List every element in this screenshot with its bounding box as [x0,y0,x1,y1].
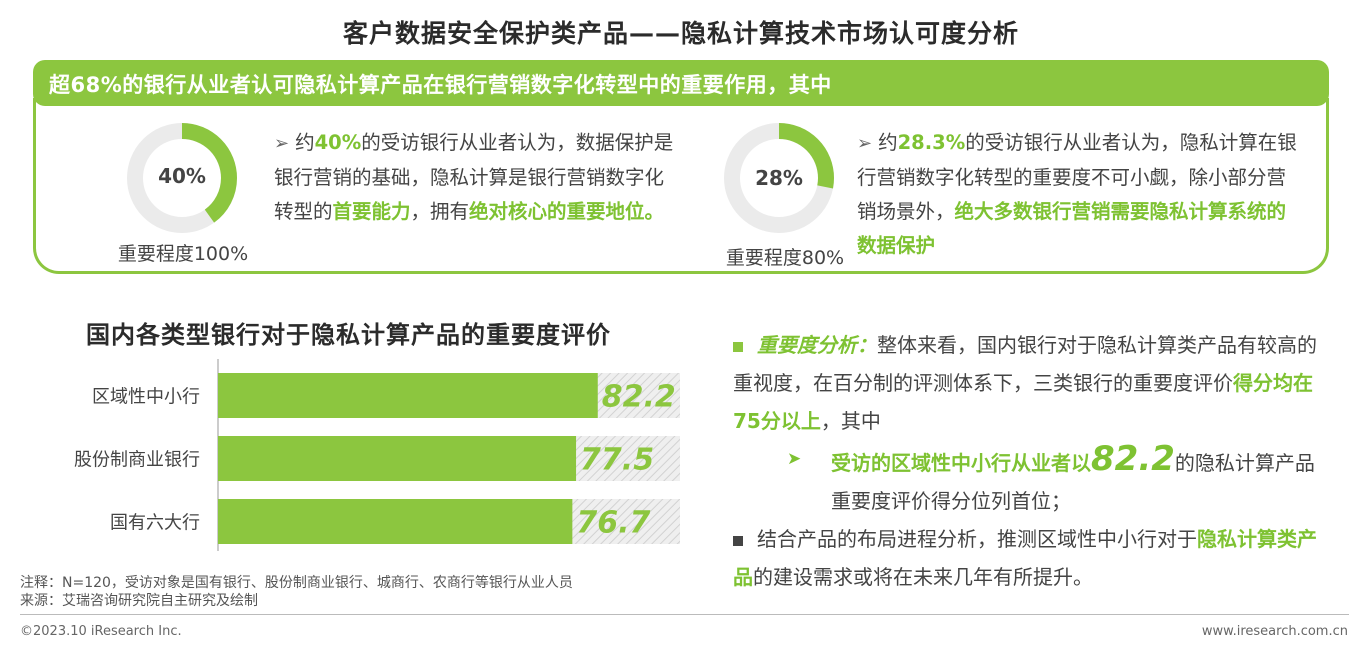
analysis-text-end: ，其中 [820,409,881,433]
analysis-2-highlight: 隐私计算类产品 [733,527,1317,589]
sub-point-highlight: 受访的区域性中小行从业者以 [831,451,1091,475]
donut-2-arc [724,123,834,233]
summary-banner: 超68%的银行从业者认可隐私计算产品在银行营销数字化转型中的重要作用，其中 [33,60,1329,106]
donut-1-arc [127,123,237,233]
analysis-highlight: 得分均在75分以上 [733,371,1313,433]
body-text: 约 [295,131,315,154]
arrow-bullet-icon: ➢ [857,133,873,154]
arrow-bullet-icon: ➢ [274,133,290,154]
body-text: 的受访银行从业者认为，数据保护是银行营销的基础，隐私计算是银行营销数字化转型的 [274,131,674,223]
website: www.iresearch.com.cn [1201,624,1348,639]
analysis-heading: 重要度分析： [757,333,877,357]
analysis-paragraph-1: 重要度分析：整体来看，国内银行对于隐私计算类产品有较高的重视度，在百分制的评测体… [733,326,1333,440]
note-text: 注释：N=120，受访对象是国有银行、股份制商业银行、城商行、农商行等银行从业人… [20,575,573,591]
donut-chart-2 [724,123,834,233]
copyright: ©2023.10 iResearch Inc. [20,624,182,639]
value-label: 82.2 [602,380,676,415]
donut-1-description: ➢ 约40%的受访银行从业者认为，数据保护是银行营销的基础，隐私计算是银行营销数字… [274,126,674,229]
analysis-block: 重要度分析：整体来看，国内银行对于隐私计算类产品有较高的重视度，在百分制的评测体… [733,326,1333,596]
body-text: 的受访银行从业者认为，隐私计算在银行营销数字化转型的重要度不可小觑，除小部分营销… [857,131,1297,223]
donut-2-caption: 重要程度80% [725,247,845,269]
body-text: 约 [878,131,898,154]
source-text: 来源：艾瑞咨询研究院自主研究及绘制 [20,593,258,609]
value-label: 76.7 [576,506,650,541]
highlight-text: 绝大多数银行营销需要隐私计算系统的数据保护 [857,200,1287,257]
analysis-paragraph-2: 结合产品的布局进程分析，推测区域性中小行对于隐私计算类产品的建设需求或将在未来几… [733,520,1333,596]
donut-1-percent: 40% [158,164,206,188]
highlight-text: 绝对核心的重要地位。 [469,200,665,223]
page-title: 客户数据安全保护类产品——隐私计算技术市场认可度分析 [342,19,1019,48]
highlight-text: 28.3% [897,131,966,154]
value-label: 77.5 [580,443,654,478]
analysis-sub-point: ➤ 受访的区域性中小行从业者以82.2的隐私计算产品重要度评价得分位列首位； [757,440,1333,520]
body-text: ，拥有 [410,200,470,223]
highlight-text: 首要能力 [332,200,411,223]
bar [218,499,573,544]
bar-chart: 区域性中小行 82.2 股份制商业银行 77.5 国有六大行 76.7 [74,359,680,551]
donut-1-caption: 重要程度100% [117,243,249,265]
dark-square-bullet-icon [733,535,743,546]
donut-panel [33,98,1329,274]
donut-chart-1 [127,123,237,233]
sub-point-text: 的隐私计算产品重要度评价得分位列首位； [831,451,1315,513]
footer-divider [20,614,1349,615]
bar [218,373,598,418]
donut-2-percent: 28% [755,166,803,190]
analysis-2-text: 结合产品的布局进程分析，推测区域性中小行对于 [757,527,1197,551]
category-label: 区域性中小行 [92,387,200,408]
chart-title: 国内各类型银行对于隐私计算产品的重要度评价 [86,321,611,349]
arrow-icon: ➤ [787,449,802,469]
sub-point-number: 82.2 [1091,439,1175,479]
bar [218,436,577,481]
category-label: 股份制商业银行 [74,450,200,471]
analysis-text: 整体来看，国内银行对于隐私计算类产品有较高的重视度，在百分制的评测体系下，三类银… [733,333,1317,395]
category-label: 国有六大行 [110,513,200,534]
highlight-text: 40% [314,131,362,154]
analysis-2-text-end: 的建设需求或将在未来几年有所提升。 [753,565,1093,589]
green-square-bullet-icon [733,341,743,352]
donut-2-description: ➢ 约28.3%的受访银行从业者认为，隐私计算在银行营销数字化转型的重要度不可小觑… [857,126,1297,263]
